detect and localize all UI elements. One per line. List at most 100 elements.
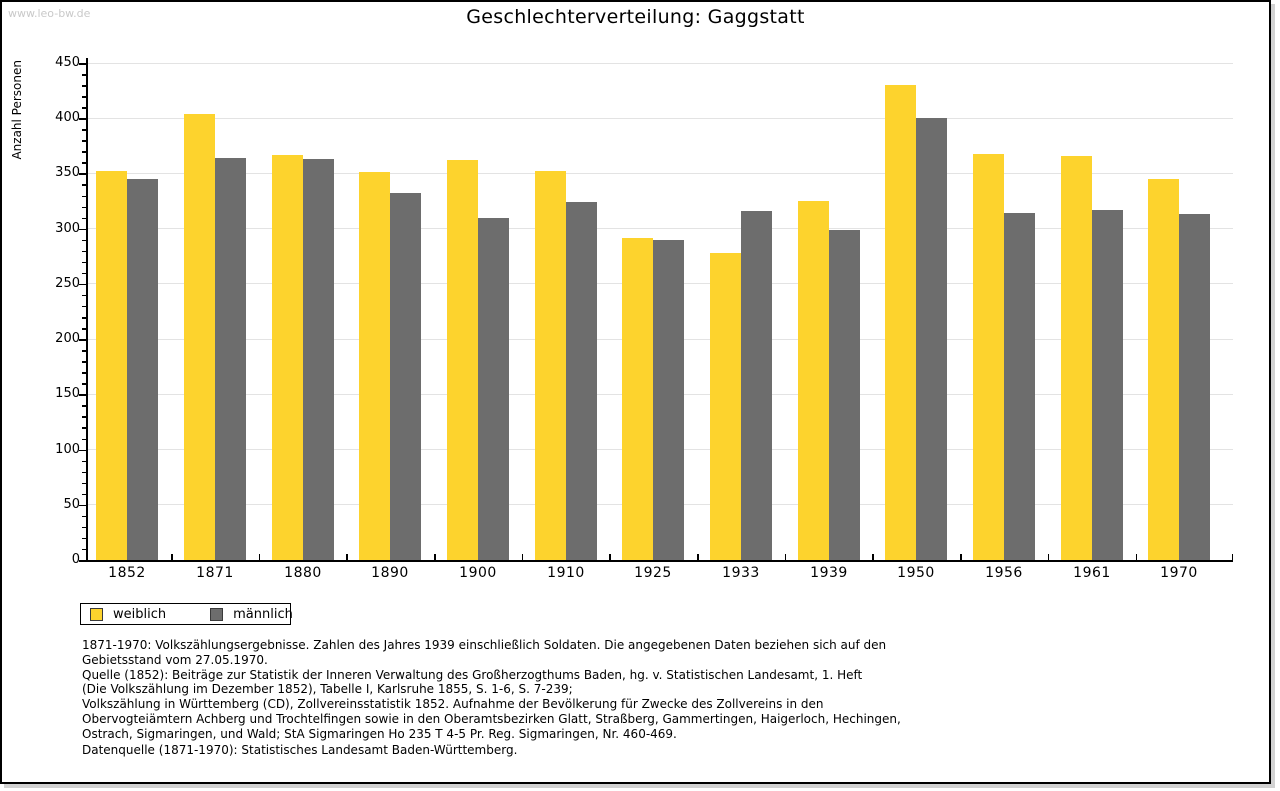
x-category-label: 1956 — [985, 565, 1023, 581]
y-tick — [82, 471, 86, 474]
bar-männlich-1961 — [1092, 210, 1123, 560]
source-note-line: Gebietsstand vom 27.05.1970. — [82, 652, 268, 667]
legend-box: weiblich männlich — [80, 603, 293, 625]
y-tick — [82, 107, 86, 109]
x-category-label: 1933 — [722, 565, 760, 581]
y-tick — [82, 372, 86, 374]
x-tick — [609, 554, 611, 560]
y-tick — [79, 560, 86, 562]
bar-männlich-1910 — [566, 202, 597, 560]
x-category-label: 1961 — [1073, 565, 1111, 581]
legend-label-maennlich: männlich — [233, 606, 293, 622]
bar-weiblich-1970 — [1148, 179, 1179, 560]
y-tick — [82, 317, 86, 319]
bar-männlich-1890 — [390, 193, 421, 560]
y-tick — [82, 129, 86, 131]
y-tick — [82, 361, 86, 363]
y-axis-line — [85, 58, 88, 562]
source-note-line: 1871-1970: Volkszählungsergebnisse. Zahl… — [82, 638, 887, 652]
bar-weiblich-1890 — [359, 172, 390, 560]
x-category-label: 1871 — [196, 565, 234, 581]
bar-weiblich-1961 — [1061, 156, 1092, 560]
watermark: www.leo-bw.de — [8, 7, 91, 20]
y-tick — [79, 228, 86, 231]
x-tick — [346, 554, 348, 560]
x-tick — [872, 554, 874, 560]
bar-männlich-1950 — [916, 118, 947, 560]
x-tick — [784, 554, 787, 560]
y-tick-label: 400 — [55, 110, 80, 126]
y-tick — [79, 394, 86, 396]
y-tick — [82, 184, 86, 186]
bar-weiblich-1950 — [885, 85, 916, 560]
source-note-line: Ostrach, Sigmaringen, und Wald; StA Sigm… — [82, 726, 677, 741]
y-tick — [82, 85, 86, 87]
x-tick — [1231, 554, 1233, 560]
y-tick — [79, 339, 86, 341]
bar-weiblich-1939 — [798, 201, 829, 560]
y-tick — [82, 305, 86, 308]
y-tick — [82, 294, 86, 297]
bar-weiblich-1900 — [447, 160, 478, 560]
y-tick — [79, 173, 86, 175]
source-note-line: Obervogteiämtern Achberg und Trochtelfin… — [82, 711, 901, 726]
x-category-label: 1880 — [284, 565, 322, 581]
x-category-label: 1970 — [1160, 565, 1198, 581]
source-note-line: (Die Volkszählung im Dezember 1852), Tab… — [82, 682, 573, 697]
x-tick — [697, 554, 699, 560]
legend-swatch-weiblich — [90, 607, 103, 621]
data-source-note: Datenquelle (1871-1970): Statistisches L… — [82, 743, 518, 757]
x-tick — [1047, 554, 1050, 560]
y-tick — [82, 140, 86, 142]
gridline — [87, 117, 1233, 119]
y-tick-label: 450 — [55, 55, 80, 70]
x-category-label: 1890 — [371, 565, 409, 581]
y-tick — [82, 482, 86, 485]
source-note-line: Volkszählung in Württemberg (CD), Zollve… — [82, 697, 824, 712]
y-tick-label: 50 — [63, 496, 80, 512]
y-tick — [82, 195, 86, 198]
bar-männlich-1970 — [1179, 214, 1210, 560]
y-tick — [79, 63, 86, 65]
y-tick — [82, 261, 86, 264]
legend-label-weiblich: weiblich — [113, 606, 167, 622]
x-category-label: 1925 — [634, 565, 672, 581]
y-tick — [79, 504, 86, 507]
bar-männlich-1880 — [303, 159, 334, 560]
y-tick — [79, 449, 86, 452]
bar-weiblich-1880 — [272, 155, 303, 560]
y-tick-label: 300 — [55, 220, 80, 236]
y-tick — [82, 162, 86, 164]
y-tick — [82, 548, 86, 551]
y-tick — [82, 438, 86, 440]
x-category-label: 1950 — [897, 565, 935, 581]
y-tick — [82, 217, 86, 220]
y-tick-label: 250 — [55, 275, 80, 291]
bar-männlich-1871 — [215, 158, 246, 560]
y-tick-label: 0 — [71, 552, 80, 567]
y-tick — [82, 96, 86, 98]
gridline — [87, 172, 1233, 174]
y-tick — [82, 328, 86, 330]
x-axis-line — [85, 560, 1233, 562]
bar-weiblich-1956 — [973, 154, 1004, 560]
y-tick-label: 200 — [55, 331, 80, 347]
y-tick — [82, 405, 86, 407]
legend-swatch-maennlich — [210, 607, 224, 621]
x-tick — [171, 554, 173, 560]
y-tick — [82, 515, 86, 518]
x-tick — [1135, 554, 1137, 560]
bar-weiblich-1910 — [535, 171, 566, 560]
x-tick — [258, 554, 261, 560]
bar-weiblich-1871 — [184, 114, 215, 560]
bar-weiblich-1933 — [710, 253, 741, 560]
y-tick — [79, 283, 86, 286]
y-tick — [82, 74, 86, 76]
y-tick — [82, 151, 86, 153]
y-tick — [82, 537, 86, 540]
x-category-label: 1910 — [547, 565, 585, 581]
chart-title: Geschlechterverteilung: Gaggstatt — [466, 6, 805, 28]
x-category-label: 1939 — [810, 565, 848, 581]
